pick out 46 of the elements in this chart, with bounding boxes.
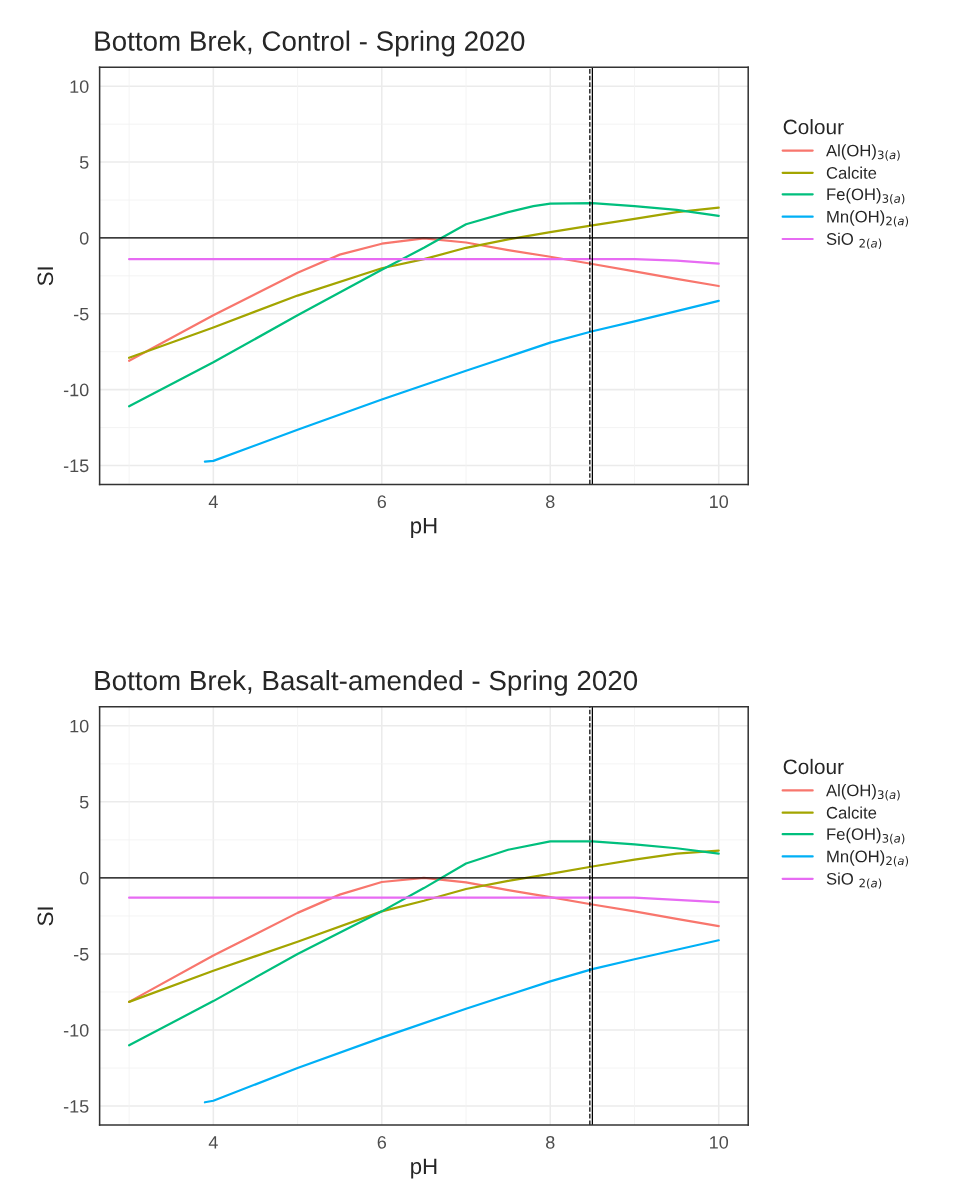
line-series (203, 299, 720, 463)
legend-label: Calcite (826, 166, 877, 179)
x-tick-label: 4 (208, 1136, 218, 1149)
x-tick-label: 4 (208, 495, 218, 508)
legend-label: SiO $_{2(a)}$ (826, 872, 882, 889)
line-series (128, 237, 720, 362)
y-tick-label: 5 (79, 795, 89, 809)
x-tick-label: 8 (546, 495, 555, 509)
y-tick-label: 5 (79, 156, 89, 169)
x-axis-title: pH (411, 1158, 437, 1179)
legend-title: Colour (783, 758, 844, 775)
x-axis-title: pH (411, 518, 437, 538)
legend-title: Colour (783, 119, 844, 135)
legend-label: Fe(OH)$_{3(a)}$ (827, 827, 905, 845)
legend-label: SiO $_{2(a)}$ (826, 232, 882, 250)
y-tick-label: 10 (70, 80, 89, 93)
x-tick-label: 8 (546, 1135, 555, 1149)
legend-label: Al(OH)$_{3(a)}$ (826, 144, 900, 161)
x-tick-label: 10 (710, 495, 729, 509)
y-tick-label: -5 (73, 948, 89, 961)
x-tick-label: 10 (710, 1135, 729, 1149)
legend-label: Fe(OH)$_{3(a)}$ (827, 187, 905, 205)
line-series (128, 201, 720, 408)
legend-label: Mn(OH)$_{2(a)}$ (827, 850, 909, 867)
x-tick-label: 6 (377, 1135, 387, 1149)
line-series (128, 876, 720, 1003)
legend-label: Al(OH)$_{3(a)}$ (826, 784, 900, 801)
line-series (128, 840, 720, 1047)
y-tick-label: -10 (63, 1023, 89, 1037)
y-tick-label: -15 (63, 1100, 89, 1113)
legend-label: Calcite (826, 806, 877, 819)
y-tick-label: -15 (63, 459, 89, 473)
y-axis-title: SI (37, 907, 54, 926)
y-axis-title: SI (37, 267, 54, 286)
chart-title: Bottom Brek, Control - Spring 2020 (95, 30, 525, 57)
line-series (128, 206, 720, 359)
legend-label: Mn(OH)$_{2(a)}$ (827, 210, 909, 227)
x-tick-label: 6 (377, 495, 387, 509)
line-series (128, 849, 720, 1003)
y-tick-label: -10 (63, 383, 89, 397)
y-tick-label: 0 (79, 231, 89, 245)
y-tick-label: 10 (70, 719, 89, 733)
y-tick-label: 0 (79, 871, 89, 885)
line-series (203, 939, 720, 1104)
y-tick-label: -5 (73, 307, 89, 321)
chart-title: Bottom Brek, Basalt-amended - Spring 2020 (95, 669, 638, 696)
